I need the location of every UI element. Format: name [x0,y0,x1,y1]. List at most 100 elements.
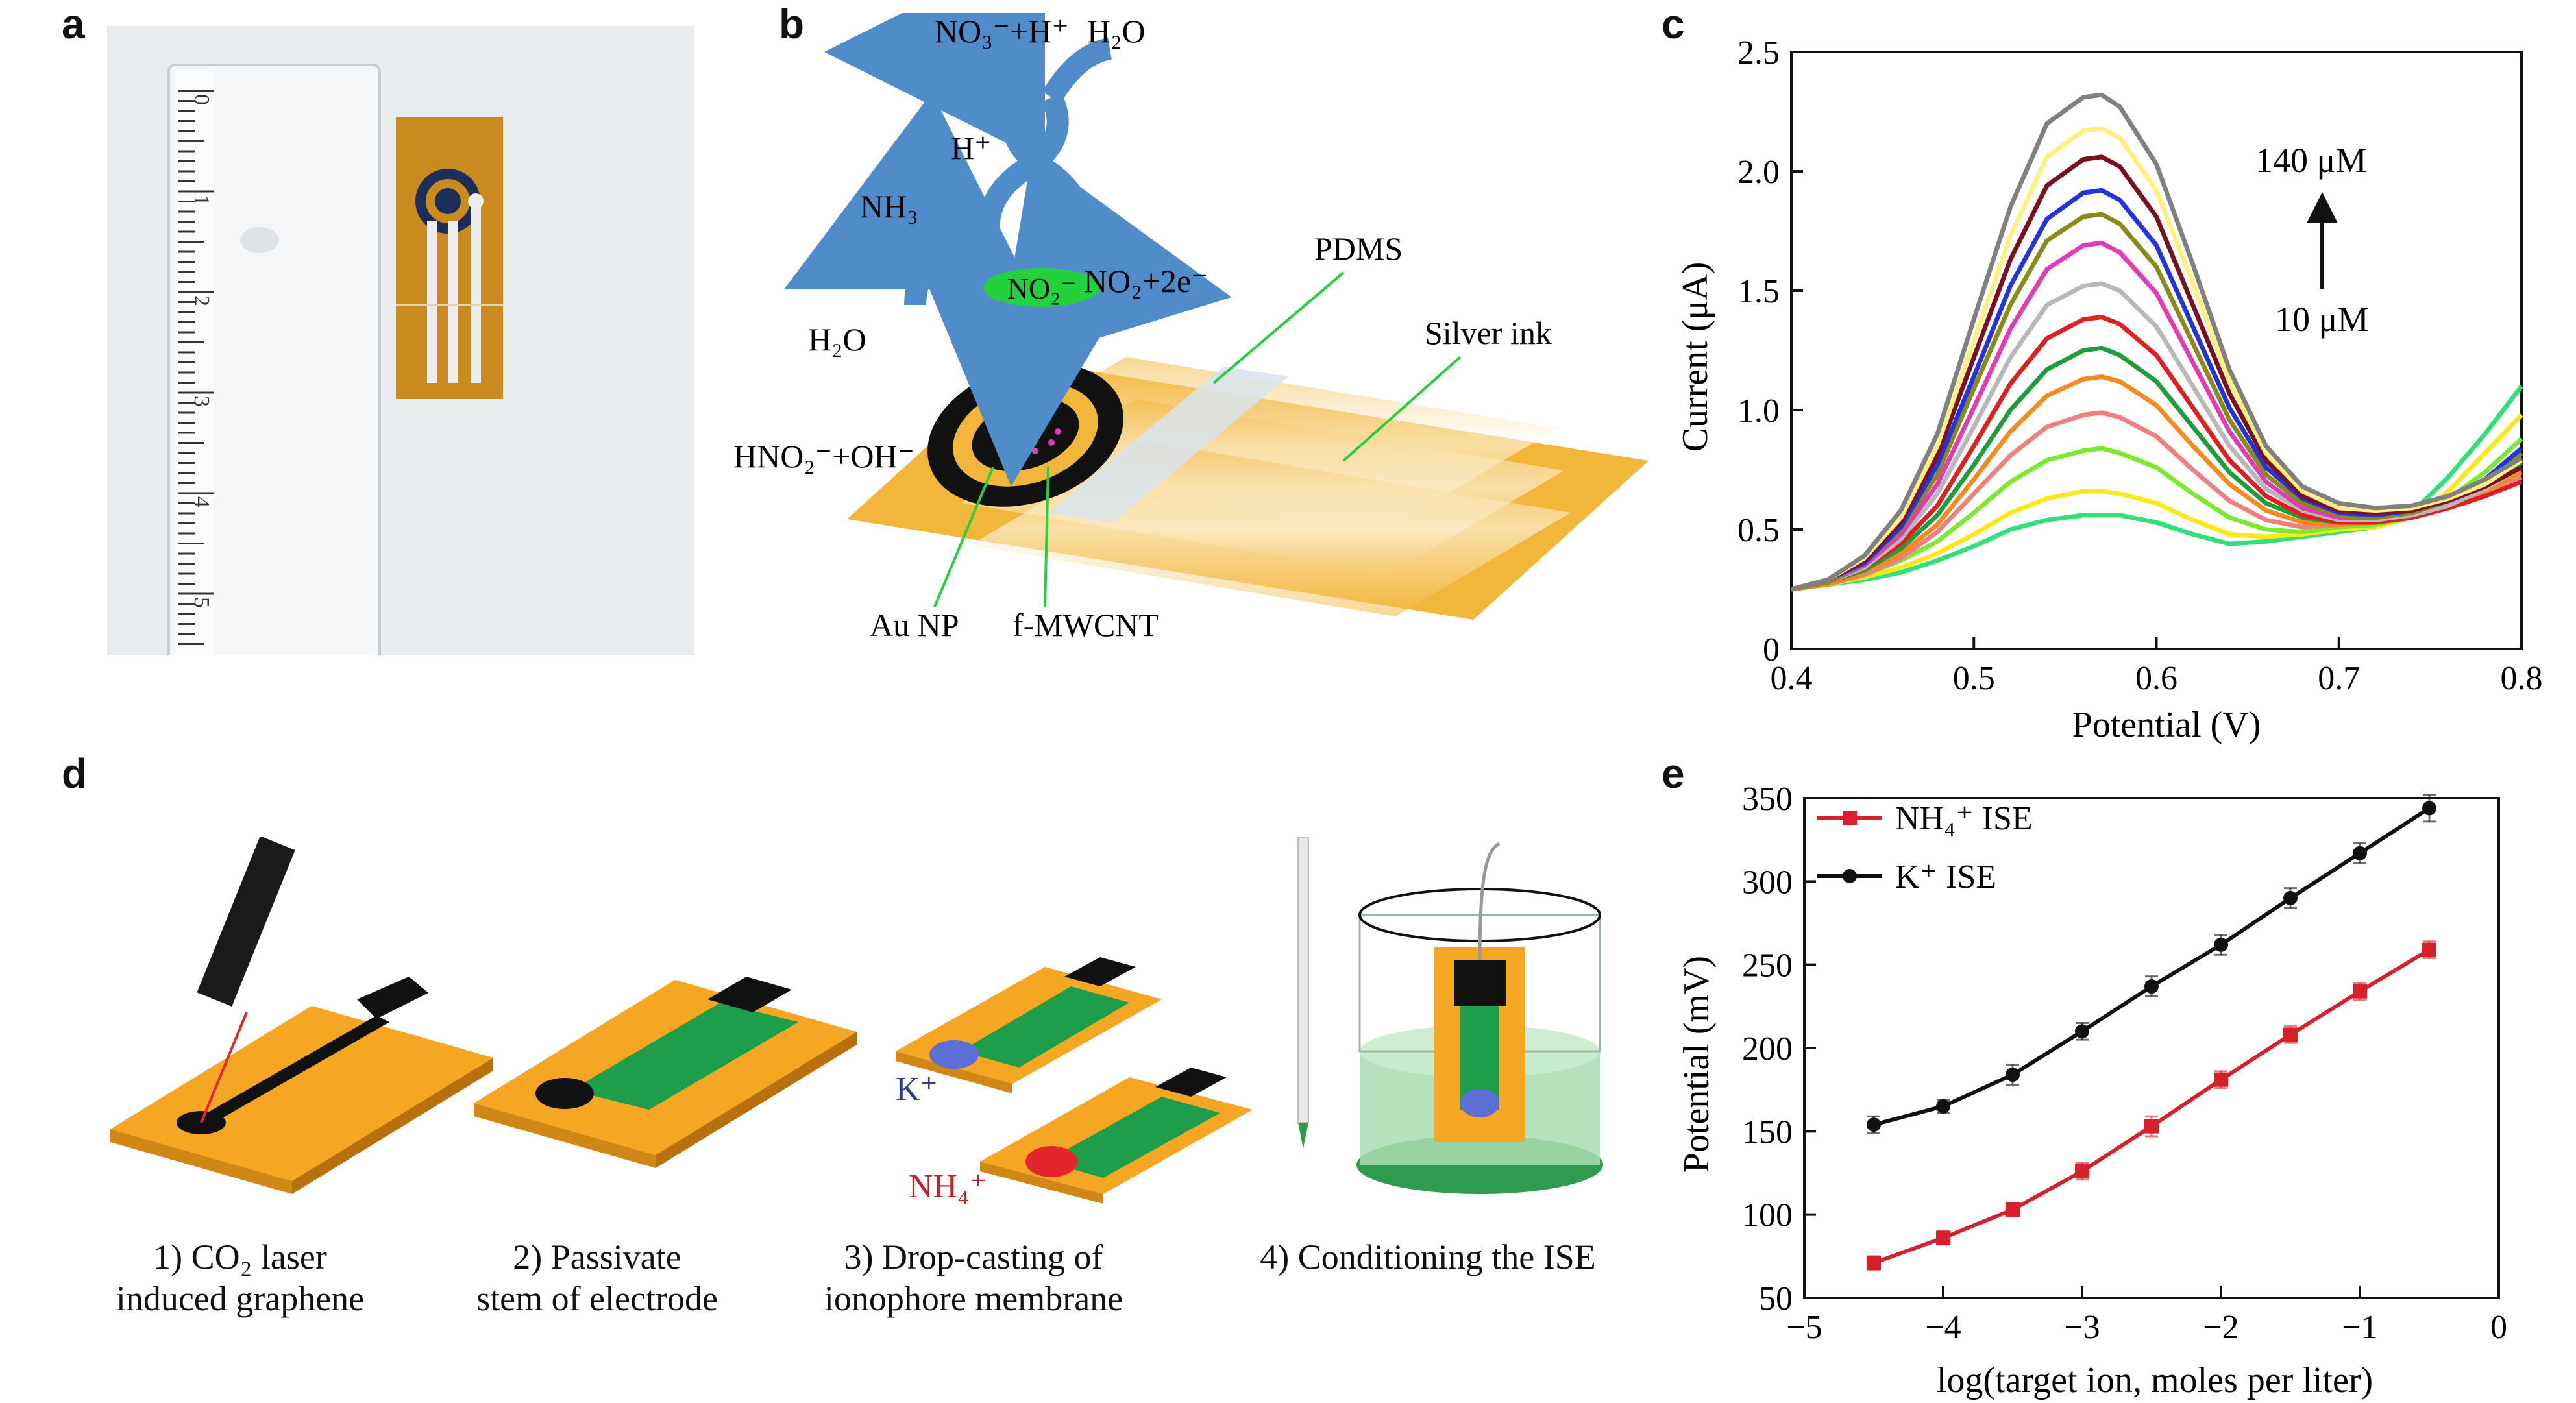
e-ytick-label: 100 [1742,1197,1793,1234]
step2-caption: 2) Passivate stem of electrode [454,1236,740,1319]
c-xtick-label: 0.7 [2318,660,2360,697]
e-ytick-label: 300 [1742,864,1793,901]
e-xtick-label: −5 [1786,1309,1822,1346]
c-series-line [1791,188,2523,592]
e-data-point [2075,1164,2089,1178]
panel-letter-d: d [62,750,88,797]
panel-letter-a: a [62,1,85,47]
e-data-point [2144,979,2159,994]
ise-calibration-chart: −5 −4 −3 −2 −1 0 50 100 150 200 250 300 350 NH₄⁺ ISE… [1676,781,2507,1400]
c-xlabel: Potential (V) [2072,705,2261,745]
panel-letter-e: e [1662,750,1685,797]
step2-caption-line1: 2) Passivate [513,1238,681,1276]
step4-beaker [1297,837,1603,1194]
step1-illustration [110,837,493,1194]
label-hno2-oh: HNO₂⁻+OH⁻ [733,438,914,474]
panel-letter-c: c [1662,1,1685,47]
step1-caption-line1: 1) CO₂ laser [153,1238,327,1276]
e-data-point [1936,1099,1950,1114]
step2-caption-line2: stem of electrode [476,1279,718,1318]
panel-letter-b: b [779,1,805,47]
c-series-line [1791,315,2523,592]
svg-text:4: 4 [190,496,214,507]
e-data-point [2214,1072,2228,1087]
c-ytick-label: 1.5 [1737,273,1780,310]
label-au-np: Au NP [870,607,959,643]
e-legend-marker [1843,811,1857,825]
e-data-point [2006,1068,2020,1082]
e-xtick-label: −3 [2064,1309,2100,1346]
label-h2o-left: H₂O [808,321,866,358]
step4-caption: 4) Conditioning the ISE [1233,1236,1623,1278]
sensor-ruler-photo: 0 1 2 3 4 5 [107,26,694,655]
label-no3-h: NO₃⁻+H⁺ [935,13,1069,49]
c-annotation-top: 140 μM [2255,141,2366,180]
label-nh3: NH₃ [860,188,918,225]
step3-caption: 3) Drop-casting of ionophore membrane [811,1236,1136,1319]
nh4-membrane [1025,1146,1077,1177]
step4-caption-line1: 4) Conditioning the ISE [1260,1238,1596,1276]
c-series-line [1791,413,2523,592]
step1-caption-line2: induced graphene [116,1279,365,1318]
step3-caption-line1: 3) Drop-casting of [844,1238,1103,1276]
e-data-point [2006,1202,2020,1217]
c-ytick-label: 2.5 [1737,34,1780,71]
fabrication-steps: K⁺ NH₄⁺ [110,837,1603,1205]
e-data-point [2353,984,2367,999]
e-ytick-label: 350 [1742,781,1793,818]
svg-text:2: 2 [190,295,214,306]
c-series-line [1791,92,2523,592]
no2-ion-oval [983,268,1100,307]
e-xlabel: log(target ion, moles per liter) [1937,1360,2373,1400]
step2-illustration [474,977,857,1168]
e-data-point [1867,1256,1881,1271]
sensor-schematic: NO₂⁻ NO₃⁻+H⁺ H₂O H⁺ NH₃ NO₂+2e⁻ H₂O HNO₂… [733,13,1649,643]
e-series-line [1873,806,2431,1127]
c-xtick-label: 0.4 [1771,660,1813,697]
c-ytick-label: 1.0 [1737,393,1780,430]
c-series-line [1791,281,2523,592]
nh4-label: NH₄⁺ [909,1168,987,1205]
step3-k-electrode [896,957,1162,1093]
e-data-point [2353,846,2367,860]
svg-text:5: 5 [190,597,214,608]
svg-text:1: 1 [190,195,214,206]
e-ytick-label: 250 [1742,947,1793,984]
c-annotation-bottom: 10 μM [2275,300,2368,339]
e-xtick-label: −4 [1925,1309,1961,1346]
e-xtick-label: −1 [2342,1309,2377,1346]
e-data-point [2422,801,2436,816]
k-membrane [929,1040,979,1069]
e-data-point [2075,1024,2089,1039]
label-f-mwcnt: f-MWCNT [1012,607,1159,643]
c-ytick-label: 0.5 [1737,512,1780,549]
e-data-point [2214,937,2228,952]
e-xtick-label: −2 [2203,1309,2239,1346]
no2-ion-label: NO₂⁻ [1007,272,1077,305]
step3-nh4-electrode [980,1068,1253,1204]
e-data-point [1936,1230,1950,1245]
c-series-line [1791,154,2523,592]
c-xtick-label: 0.6 [2135,660,2177,697]
step3-caption-line2: ionophore membrane [824,1279,1123,1318]
e-data-point [2422,942,2436,957]
step1-caption: 1) CO₂ laser induced graphene [97,1236,383,1319]
e-ytick-label: 150 [1742,1114,1793,1151]
label-h2o-top: H₂O [1087,13,1146,49]
e-data-point [1867,1117,1881,1132]
c-xtick-label: 0.5 [1953,660,1995,697]
label-silver-ink: Silver ink [1425,315,1552,351]
svg-text:3: 3 [190,396,214,407]
label-pdms: PDMS [1314,230,1403,267]
e-ytick-label: 200 [1742,1031,1793,1068]
e-legend-label: K⁺ ISE [1895,859,1996,896]
c-ylabel: Current (μA) [1675,262,1715,452]
e-data-point [2283,1027,2298,1042]
c-series-line [1791,240,2523,592]
e-ytick-label: 50 [1759,1280,1793,1317]
dpv-current-chart: 0.4 0.5 0.6 0.7 0.8 0 0.5 1.0 1.5 2.0 2.5 Potentia… [1675,34,2543,745]
e-xtick-label: 0 [2490,1309,2507,1346]
label-h-plus: H⁺ [951,130,992,166]
label-no2-2e: NO₂+2e⁻ [1084,263,1208,299]
e-legend-marker [1843,869,1857,883]
